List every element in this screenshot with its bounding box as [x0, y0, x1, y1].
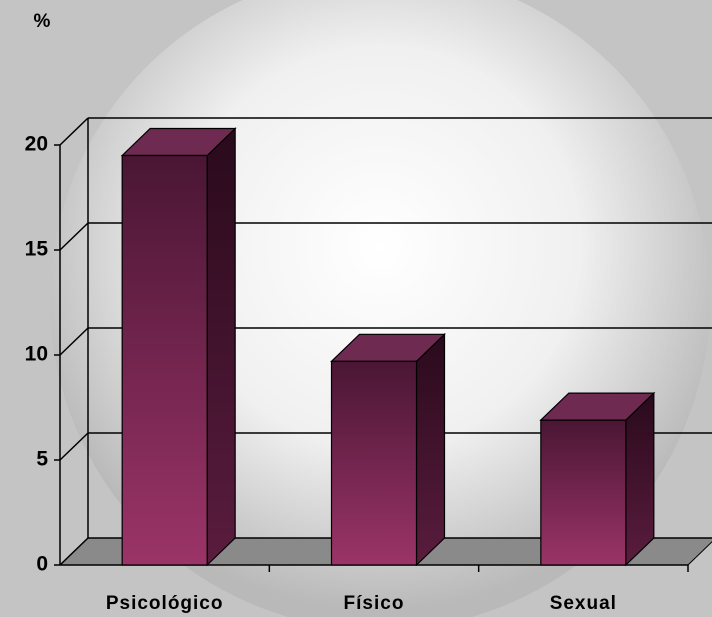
bar-side [415, 332, 446, 567]
y-tick-label: 15 [25, 238, 49, 261]
x-tick-label: Físico [344, 593, 405, 614]
bar-side [625, 391, 655, 567]
bar-side [206, 127, 236, 567]
bar-front [121, 154, 208, 566]
grid-line-side [59, 117, 89, 146]
x-tick-label: Psicológico [106, 593, 224, 614]
y-tick-label: 5 [36, 448, 48, 471]
bar [330, 332, 446, 567]
grid-line-side [59, 222, 89, 251]
bar [120, 127, 237, 567]
x-tick-label: Sexual [550, 593, 617, 614]
grid-line-side [59, 327, 89, 356]
bar-front [330, 360, 418, 566]
y-tick-label: 0 [36, 553, 48, 576]
y-tick-label: 20 [25, 133, 48, 156]
y-tick-label: 10 [25, 343, 48, 366]
y-axis-label: % [34, 11, 51, 32]
grid-line-side [59, 432, 89, 461]
bar-front [540, 419, 627, 566]
bar [539, 391, 656, 567]
grid-line-side [59, 537, 89, 566]
